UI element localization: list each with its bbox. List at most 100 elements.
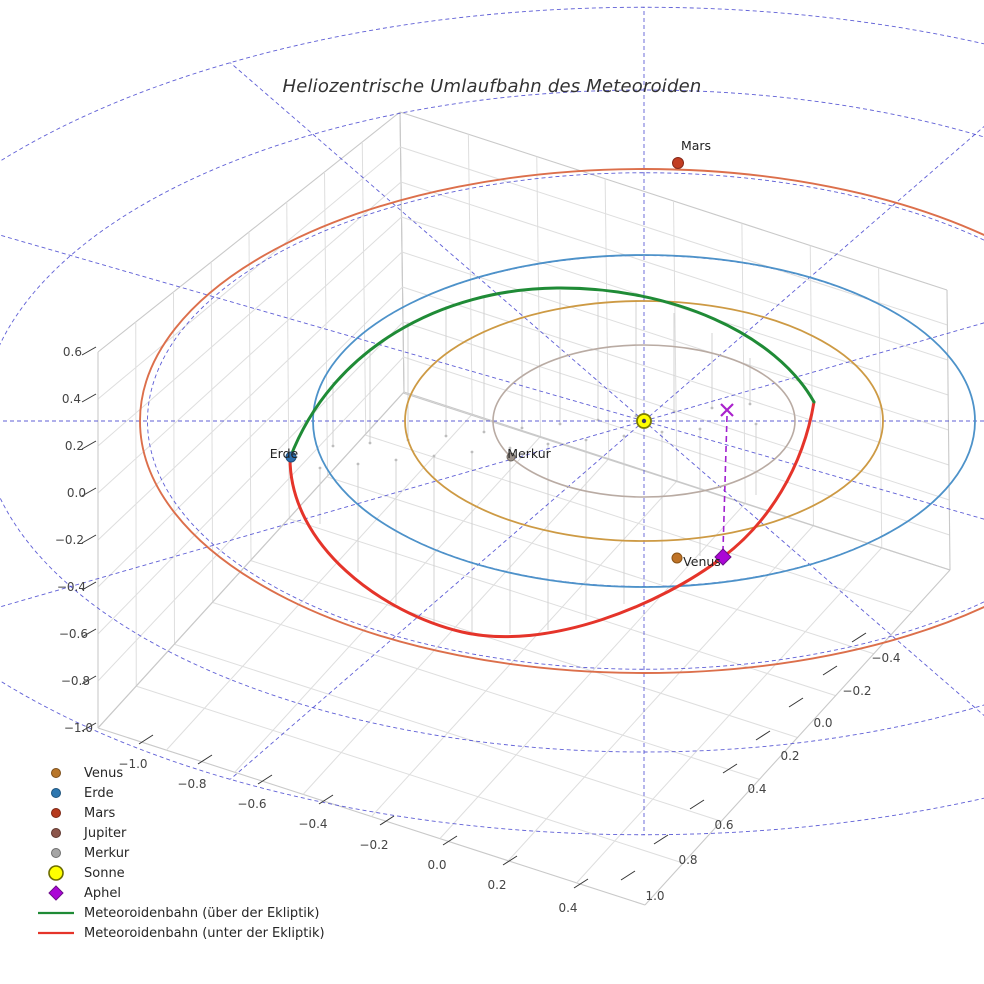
floor-gridline: [326, 476, 874, 655]
legend-item-6: Aphel: [34, 883, 325, 903]
x-tick-label: −0.2: [359, 838, 388, 852]
z-tick-label: 0.4: [62, 392, 81, 406]
y-tick-label: 1.0: [645, 889, 664, 903]
planet-dot-mars: [672, 157, 684, 169]
y-tick-mark: [722, 763, 738, 774]
polar-spoke: [229, 62, 645, 422]
polar-spoke: [643, 420, 984, 717]
left-wall-gridline: [97, 391, 405, 729]
stem-dot: [698, 427, 702, 431]
legend-item-0: Venus: [34, 763, 325, 783]
planet-markers: Mars Erde Merkur Venus: [270, 138, 721, 569]
stem-lines: [318, 290, 758, 634]
left-wall-gridline: [97, 321, 404, 635]
z-tick-mark: [81, 534, 97, 544]
stem-dot: [584, 438, 588, 442]
legend-item-7: Meteoroidenbahn (über der Ekliptik): [34, 903, 325, 923]
z-tick-label: 0.0: [67, 486, 86, 500]
legend-item-3: Jupiter: [34, 823, 325, 843]
stem-dot: [331, 444, 335, 448]
y-tick-mark: [620, 870, 636, 881]
stem-dot: [356, 462, 360, 466]
sun-core: [641, 418, 647, 424]
legend-item-4: Merkur: [34, 843, 325, 863]
y-tick-label: 0.4: [747, 782, 766, 796]
orbit-merkur: [492, 344, 796, 498]
axes-panes: [97, 111, 951, 906]
x-tick-label: 0.2: [487, 878, 506, 892]
floor-gridline: [288, 518, 836, 697]
z-tick-label: −1.0: [64, 721, 93, 735]
x-tick-label: −1.0: [118, 757, 147, 771]
dot-icon: [34, 805, 78, 821]
planet-orbits: [139, 168, 984, 674]
right-wall-gridline: [809, 245, 814, 526]
right-wall-gridline: [402, 286, 950, 466]
stem-dot: [634, 414, 638, 418]
legend-item-2: Mars: [34, 803, 325, 823]
y-tick-mark: [755, 730, 771, 741]
meteoroid-above-ecliptic: [288, 286, 816, 460]
left-wall-gridline: [97, 356, 404, 682]
orbit-mars: [139, 168, 984, 674]
right-wall-gridline: [403, 356, 950, 536]
x-tick-mark: [318, 794, 334, 805]
floor-gridline: [402, 392, 951, 571]
polar-spoke: [643, 125, 984, 422]
stem-dot: [558, 422, 562, 426]
legend-label: Erde: [84, 785, 114, 801]
legend-label: Mars: [84, 805, 116, 821]
stem-dot: [444, 434, 448, 438]
z-tick-label: 0.6: [63, 345, 82, 359]
stem-dot: [622, 434, 626, 438]
right-wall-gridline: [402, 321, 950, 501]
aphel-group: [714, 403, 734, 566]
dot-icon: [34, 785, 78, 801]
legend-line-swatch: [34, 925, 78, 941]
z-tick-mark: [81, 581, 97, 591]
floor-gridline: [507, 525, 814, 862]
aphel-drop-line: [722, 415, 728, 551]
diamond-icon: [34, 885, 78, 901]
right-wall-gridline: [673, 200, 678, 482]
sun-marker: [636, 413, 652, 429]
right-wall-gridline: [878, 267, 883, 548]
x-tick-label: 0.0: [427, 858, 446, 872]
stem-dot: [432, 454, 436, 458]
stem-dot: [470, 450, 474, 454]
y-tick-label: −0.2: [842, 684, 871, 698]
planet-dot-merkur: [506, 452, 516, 462]
x-tick-mark: [197, 754, 213, 765]
z-tick-mark: [81, 487, 97, 497]
polar-spoke: [0, 420, 645, 608]
meteoroid-orbit: [288, 286, 816, 639]
y-tick-mark: [851, 632, 867, 643]
x-tick-label: −0.6: [237, 797, 266, 811]
y-tick-mark: [822, 665, 838, 676]
right-wall-gridline: [946, 289, 951, 571]
y-tick-label: 0.8: [678, 853, 697, 867]
stem-dot: [318, 466, 322, 470]
y-tick-label: −0.4: [871, 651, 900, 665]
stem-dot: [482, 430, 486, 434]
planet-dot-erde: [285, 451, 297, 463]
planet-dot-venus: [671, 552, 683, 564]
dot-icon: [34, 865, 78, 881]
y-tick-mark: [653, 834, 669, 845]
legend: Venus Erde Mars Jupiter Merkur Sonne Aphel Mete…: [34, 763, 325, 943]
stem-dot: [368, 441, 372, 445]
y-tick-label: 0.6: [714, 818, 733, 832]
left-wall-gridline: [135, 321, 137, 687]
stem-dot: [546, 442, 550, 446]
x-tick-mark: [502, 855, 518, 866]
z-tick-label: −0.8: [61, 674, 90, 688]
stem-dot: [394, 458, 398, 462]
polar-spoke: [0, 234, 645, 422]
legend-label: Jupiter: [84, 825, 127, 841]
legend-item-5: Sonne: [34, 863, 325, 883]
z-tick-label: −0.2: [55, 533, 84, 547]
legend-label: Meteoroidenbahn (über der Ekliptik): [84, 905, 320, 921]
z-tick-mark: [81, 628, 97, 638]
y-tick-mark: [788, 697, 804, 708]
